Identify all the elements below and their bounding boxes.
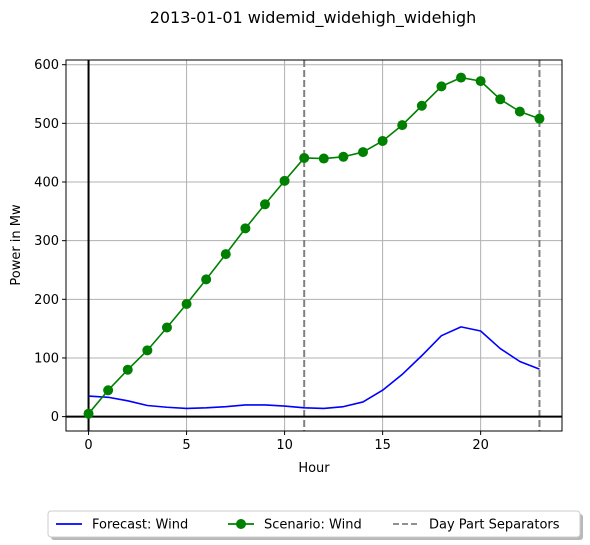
- y-axis-label: Power in Mw: [9, 204, 24, 286]
- series-point: [201, 274, 212, 285]
- series-point: [299, 152, 310, 163]
- series-point: [279, 175, 290, 186]
- x-tick-label: 10: [276, 438, 293, 453]
- series-point: [358, 147, 369, 158]
- series-point: [161, 322, 172, 333]
- x-tick-label: 0: [84, 438, 92, 453]
- series-point: [181, 299, 192, 310]
- series-point: [397, 120, 408, 131]
- series-point: [377, 135, 388, 146]
- plot-frame: [65, 59, 563, 432]
- x-ticks: 0 5 10 15 20: [84, 431, 489, 453]
- series-point: [122, 364, 133, 375]
- series-point: [318, 153, 329, 164]
- series-point: [338, 151, 349, 162]
- zero-lines: [66, 60, 562, 431]
- series-point: [220, 249, 231, 260]
- legend-label: Forecast: Wind: [92, 518, 188, 533]
- series-point: [436, 81, 447, 92]
- series-point: [416, 100, 427, 111]
- series-point: [240, 223, 251, 234]
- series-line: [88, 326, 540, 410]
- y-tick-label: 100: [34, 351, 59, 366]
- x-axis-label: Hour: [298, 461, 330, 476]
- y-tick-label: 300: [34, 234, 59, 249]
- series-point: [142, 345, 153, 356]
- grid: [66, 60, 562, 431]
- series-point: [495, 94, 506, 105]
- series-point: [514, 106, 525, 117]
- y-tick-label: 600: [34, 58, 59, 73]
- legend-marker: [236, 519, 246, 529]
- series-layer: [83, 72, 545, 419]
- legend-box: [47, 510, 581, 538]
- series-point: [103, 385, 114, 396]
- legend: Forecast: Wind Scenario: Wind Day Part Sep…: [47, 510, 583, 540]
- y-ticks: 0 100 200 300 400 500 600: [34, 58, 66, 425]
- day-part-separators: [303, 60, 541, 431]
- y-tick-label: 200: [34, 293, 59, 308]
- series-point: [475, 76, 486, 87]
- chart-title: 2013-01-01 widemid_widehigh_widehigh: [150, 8, 477, 28]
- x-tick-label: 5: [182, 438, 190, 453]
- series-point: [259, 199, 270, 210]
- legend-label: Scenario: Wind: [264, 518, 362, 533]
- legend-label: Day Part Separators: [429, 518, 560, 533]
- y-tick-label: 500: [34, 117, 59, 132]
- y-tick-label: 400: [34, 176, 59, 191]
- y-tick-label: 0: [51, 410, 59, 425]
- series-point: [534, 113, 545, 124]
- series-line: [87, 76, 540, 415]
- x-tick-label: 20: [472, 438, 489, 453]
- series-point: [83, 408, 94, 419]
- x-tick-label: 15: [374, 438, 391, 453]
- series-point: [456, 72, 467, 83]
